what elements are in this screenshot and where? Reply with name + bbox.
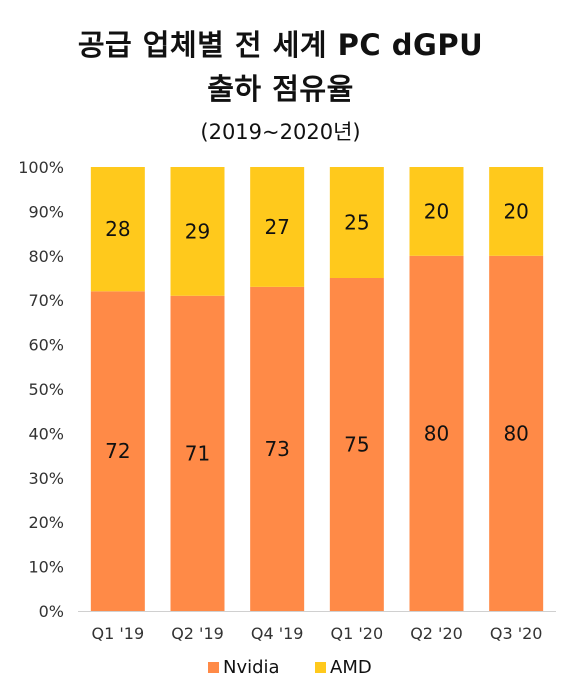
y-tick-label: 40% [28,424,64,443]
y-tick-label: 70% [28,291,64,310]
chart-subtitle: (2019~2020년) [200,120,361,144]
y-tick-label: 0% [39,602,64,621]
y-tick-label: 10% [28,558,64,577]
y-tick-label: 100% [18,158,64,177]
bar-nvidia [90,291,145,611]
bar-amd [170,167,225,296]
data-label-nvidia: 75 [344,433,369,457]
data-label-nvidia: 71 [185,441,210,465]
bar-nvidia [170,295,225,611]
legend-label-amd: AMD [330,657,372,678]
data-label-amd: 29 [185,219,210,243]
bar-amd [489,167,544,256]
x-tick-label: Q1 '19 [92,624,145,643]
data-label-nvidia: 73 [264,437,289,461]
bar-amd [90,167,145,292]
y-tick-label: 90% [28,202,64,221]
chart-title-line1: 공급 업체별 전 세계 PC dGPU [77,28,484,62]
data-label-amd: 20 [424,199,449,223]
x-tick-label: Q3 '20 [490,624,543,643]
legend-swatch-amd [315,662,326,673]
data-label-amd: 28 [105,217,130,241]
data-label-amd: 27 [264,215,289,239]
legend-swatch-nvidia [208,662,219,673]
data-label-amd: 25 [344,211,369,235]
bar-amd [250,167,305,287]
x-tick-label: Q1 '20 [331,624,384,643]
y-tick-label: 30% [28,469,64,488]
y-tick-label: 80% [28,247,64,266]
data-label-nvidia: 80 [503,421,528,445]
y-tick-label: 50% [28,380,64,399]
bar-nvidia [250,286,305,611]
data-label-nvidia: 80 [424,421,449,445]
bar-nvidia [409,255,464,612]
legend-label-nvidia: Nvidia [223,657,280,678]
x-tick-label: Q4 '19 [251,624,304,643]
data-label-amd: 20 [503,199,528,223]
bar-amd [409,167,464,256]
data-label-nvidia: 72 [105,439,130,463]
y-tick-label: 20% [28,513,64,532]
bar-amd [329,167,384,278]
bar-nvidia [329,278,384,611]
chart-title-line2: 출하 점유율 [207,72,354,106]
bar-nvidia [489,255,544,612]
x-tick-label: Q2 '19 [171,624,224,643]
y-tick-label: 60% [28,336,64,355]
x-tick-label: Q2 '20 [410,624,463,643]
